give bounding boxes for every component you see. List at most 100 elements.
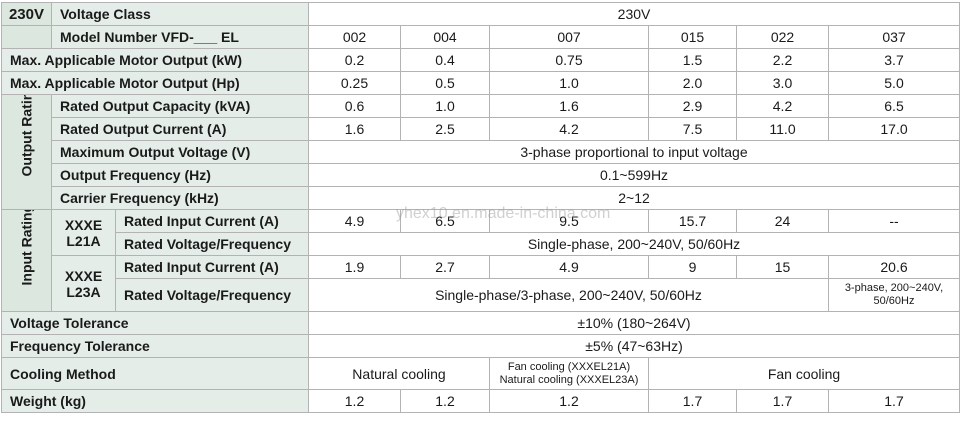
row-label: Carrier Frequency (kHz) [51,186,309,210]
table-cell: 2.2 [736,48,829,72]
table-cell: 1.7 [827,389,960,413]
output-rating-label: Output Rating [18,94,35,177]
table-cell: 15.7 [648,209,737,233]
table-cell: 1.2 [308,389,401,413]
table-cell: Single-phase/3-phase, 200~240V, 50/60Hz [308,278,829,312]
table-cell: 1.7 [648,389,737,413]
table-cell: Natural cooling [308,357,490,390]
table-cell: 9.5 [489,209,649,233]
model-group-line: L21A [66,232,101,249]
table-cell: 1.9 [308,255,401,279]
output-rating-section: Output Rating [1,94,52,210]
row-label: Max. Applicable Motor Output (Hp) [1,71,309,95]
row-max-output-voltage: Maximum Output Voltage (V) 3-phase propo… [2,140,960,164]
table-cell: 0.75 [489,48,649,72]
table-cell: -- [827,209,960,233]
table-cell: 0.25 [308,71,401,95]
table-cell: 6.5 [400,209,490,233]
table-cell: 0.4 [400,48,490,72]
row-l21a-input-current: Input Rating XXXE L21A Rated Input Curre… [1,209,960,312]
row-label: Rated Output Current (A) [51,117,309,141]
row-rated-capacity: Output Rating Rated Output Capacity (kVA… [1,94,960,210]
table-cell: Single-phase, 200~240V, 50/60Hz [307,232,960,256]
table-cell: 002 [308,25,401,49]
table-cell: 022 [736,25,829,49]
table-cell: 15 [736,255,829,279]
table-cell: 1.0 [400,94,490,118]
table-cell: 007 [489,25,649,49]
table-cell: Fan cooling [647,357,960,390]
table-cell: 1.6 [489,94,649,118]
table-cell: 1.0 [489,71,649,95]
table-cell: 2.9 [648,94,737,118]
row-l21a-voltage-frequency: Rated Voltage/Frequency Single-phase, 20… [2,232,960,256]
row-l23a-voltage-frequency: Rated Voltage/Frequency Single-phase/3-p… [2,278,960,312]
table-cell: 3.7 [827,48,960,72]
table-cell: 5.0 [827,71,960,95]
table-cell: 004 [400,25,490,49]
table-cell: 6.5 [827,94,960,118]
row-label: Maximum Output Voltage (V) [51,140,309,164]
model-group-line: L23A [66,283,101,300]
model-group-line: XXXE [64,216,103,233]
cell-line: Natural cooling (XXXEL23A) [499,373,639,386]
input-rating-label: Input Rating [18,209,35,286]
row-label: Frequency Tolerance [1,334,309,358]
table-cell: 1.2 [489,389,649,413]
row-label: Rated Voltage/Frequency [115,278,309,312]
row-label: Model Number VFD-___ EL [51,25,309,49]
table-cell: ±5% (47~63Hz) [307,334,960,358]
row-label: Cooling Method [1,357,309,390]
table-cell: 0.1~599Hz [307,163,960,187]
table-cell: 4.9 [308,209,401,233]
input-rating-section: Input Rating [1,209,52,312]
table-cell: 17.0 [827,117,960,141]
table-cell: 4.2 [736,94,829,118]
row-motor-kw: Max. Applicable Motor Output (kW) 0.2 0.… [1,48,960,72]
row-label: Rated Voltage/Frequency [115,232,309,256]
table-cell: 4.2 [489,117,649,141]
row-l23a-input-current: XXXE L23A Rated Input Current (A) 1.9 2.… [2,255,960,312]
table-cell: ±10% (180~264V) [307,311,960,335]
row-rated-current: Rated Output Current (A) 1.6 2.5 4.2 7.5… [2,117,960,141]
table-cell: 0.5 [400,71,490,95]
table-cell: 1.7 [736,389,829,413]
cell-line: Fan cooling (XXXEL21A) [507,360,631,373]
table-cell: 7.5 [648,117,737,141]
row-cooling-method: Cooling Method Natural cooling Fan cooli… [1,357,960,390]
table-cell: 0.2 [308,48,401,72]
row-label: Weight (kg) [1,389,309,413]
table-cell: 0.6 [308,94,401,118]
cell-line: 3-phase, 200~240V, [844,282,944,294]
row-output-frequency: Output Frequency (Hz) 0.1~599Hz [2,163,960,187]
row-label: Rated Input Current (A) [115,255,309,279]
table-cell: 2~12 [307,186,960,210]
corner-spacer [1,25,52,49]
table-cell: 24 [736,209,829,233]
table-cell: 11.0 [736,117,829,141]
row-label: Voltage Tolerance [1,311,309,335]
table-cell: 1.5 [648,48,737,72]
row-label: Voltage Class [51,2,309,26]
table-cell-small: 3-phase, 200~240V, 50/60Hz [827,278,960,312]
table-cell-small: Fan cooling (XXXEL21A) Natural cooling (… [489,357,649,390]
row-motor-hp: Max. Applicable Motor Output (Hp) 0.25 0… [1,71,960,95]
row-label: Rated Input Current (A) [115,209,309,233]
model-group-l21a: XXXE L21A [51,209,116,256]
row-voltage-tolerance: Voltage Tolerance ±10% (180~264V) [1,311,960,335]
table-cell: 037 [827,25,960,49]
spec-table: 230V Voltage Class 230V Model Number VFD… [1,2,960,413]
corner-label: 230V [1,2,52,26]
row-label: Rated Output Capacity (kVA) [51,94,309,118]
table-cell: 1.6 [308,117,401,141]
row-label: Max. Applicable Motor Output (kW) [1,48,309,72]
table-cell: 2.0 [648,71,737,95]
row-weight: Weight (kg) 1.2 1.2 1.2 1.7 1.7 1.7 [1,389,960,413]
table-cell: 2.7 [400,255,490,279]
row-label: Output Frequency (Hz) [51,163,309,187]
table-cell: 3.0 [736,71,829,95]
table-cell: 20.6 [827,255,960,279]
row-frequency-tolerance: Frequency Tolerance ±5% (47~63Hz) [1,334,960,358]
row-model-number: Model Number VFD-___ EL 002 004 007 015 … [1,25,960,49]
